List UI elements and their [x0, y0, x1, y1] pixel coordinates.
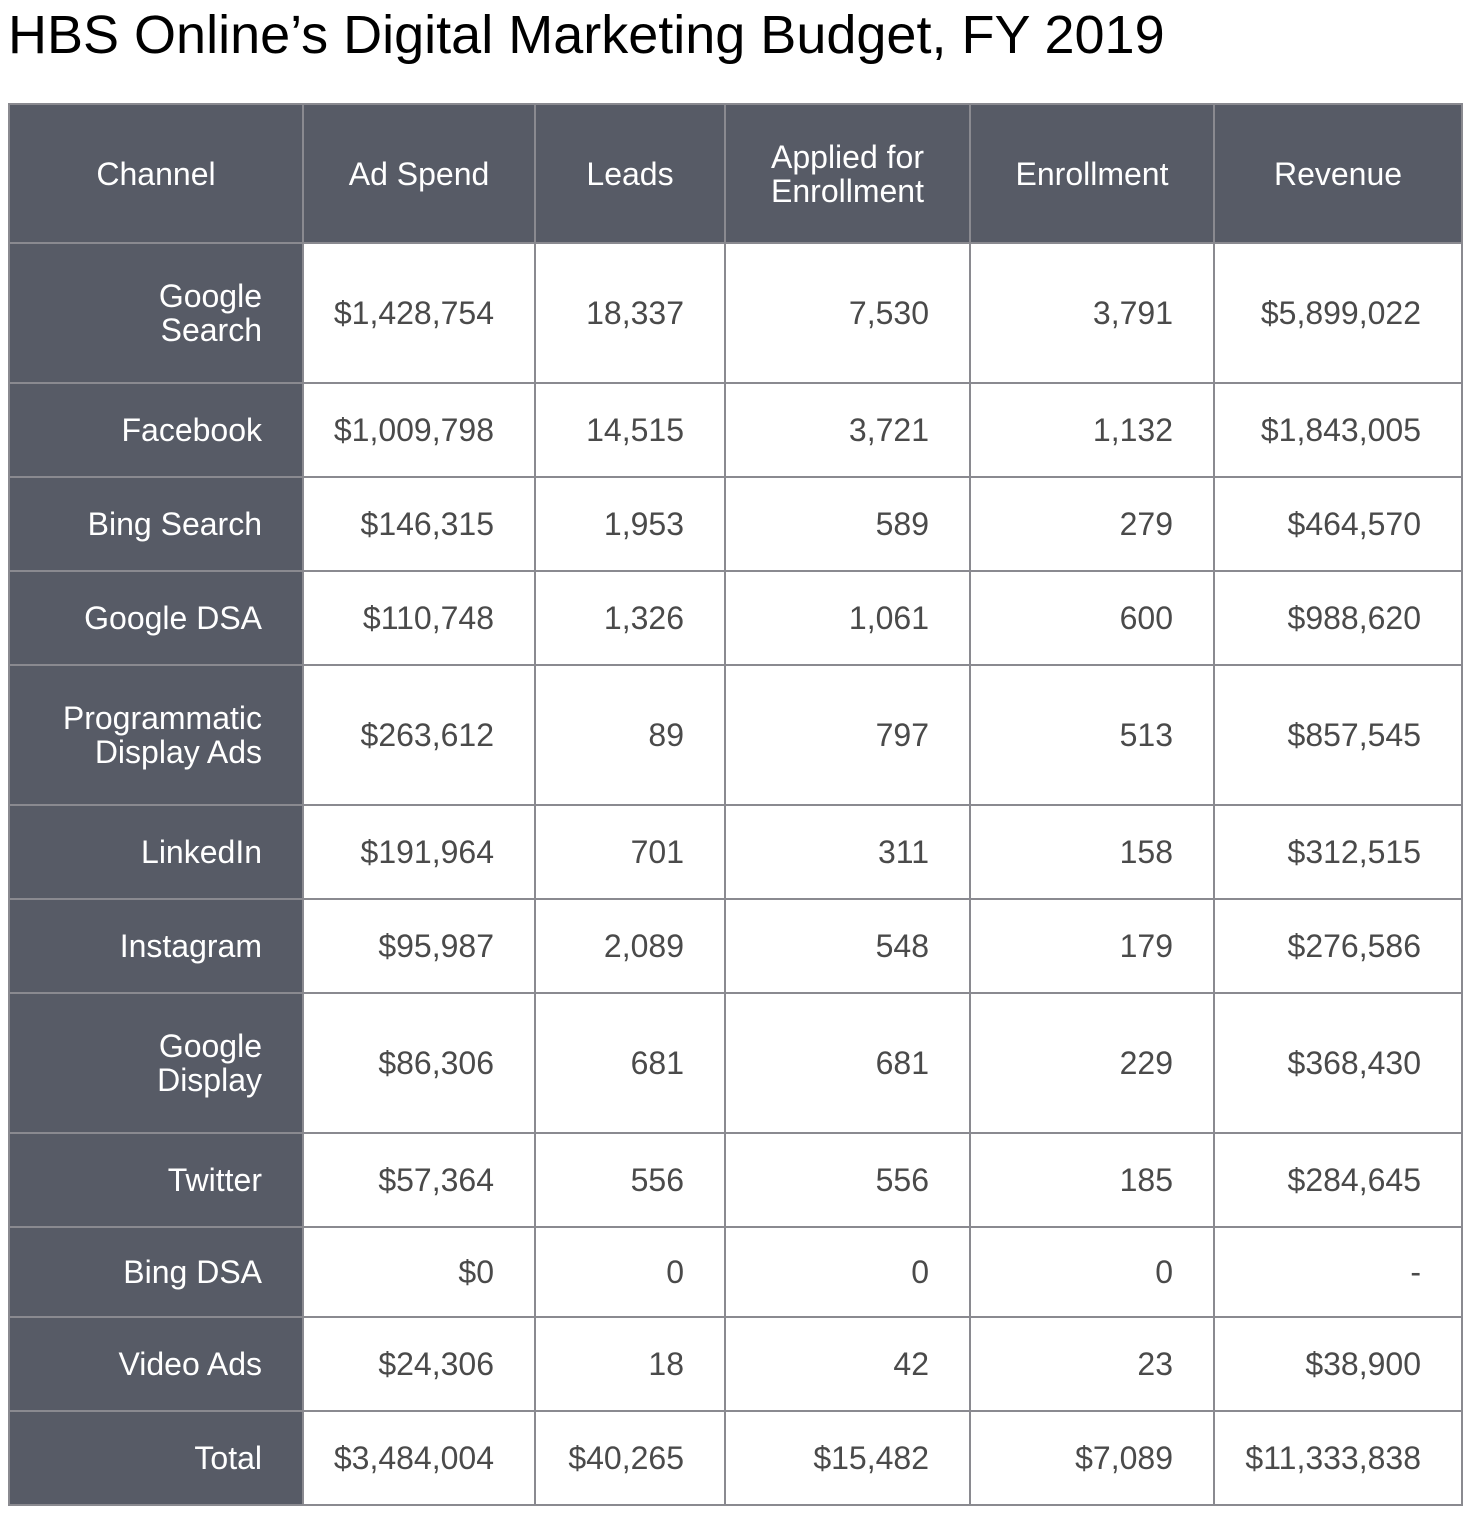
- table-row: Facebook $1,009,798 14,515 3,721 1,132 $…: [8, 382, 1463, 478]
- table-total-row: Total $3,484,004 $40,265 $15,482 $7,089 …: [8, 1410, 1463, 1506]
- table-row: Instagram $95,987 2,089 548 179 $276,586: [8, 898, 1463, 994]
- header-revenue: Revenue: [1213, 103, 1463, 244]
- cell-applied: 797: [724, 664, 971, 806]
- cell-enrollment: 513: [969, 664, 1215, 806]
- cell-ad-spend: $263,612: [302, 664, 536, 806]
- cell-revenue: $1,843,005: [1213, 382, 1463, 478]
- row-header-channel: Google Display: [8, 992, 304, 1134]
- cell-enrollment: 158: [969, 804, 1215, 900]
- cell-ad-spend: $0: [302, 1226, 536, 1318]
- cell-revenue: $276,586: [1213, 898, 1463, 994]
- cell-leads: 556: [534, 1132, 726, 1228]
- row-header-channel: Google Search: [8, 242, 304, 384]
- header-ad-spend: Ad Spend: [302, 103, 536, 244]
- channel-label: Google Display: [157, 1028, 262, 1098]
- table-row: Bing DSA $0 0 0 0 -: [8, 1226, 1463, 1318]
- cell-ad-spend: $95,987: [302, 898, 536, 994]
- cell-leads: 701: [534, 804, 726, 900]
- header-channel: Channel: [8, 103, 304, 244]
- cell-applied: 3,721: [724, 382, 971, 478]
- cell-ad-spend: $110,748: [302, 570, 536, 666]
- row-header-channel: Bing Search: [8, 476, 304, 572]
- cell-enrollment: 3,791: [969, 242, 1215, 384]
- cell-enrollment: 179: [969, 898, 1215, 994]
- cell-applied: 681: [724, 992, 971, 1134]
- cell-leads: $40,265: [534, 1410, 726, 1506]
- cell-revenue: $857,545: [1213, 664, 1463, 806]
- cell-leads: 14,515: [534, 382, 726, 478]
- cell-revenue: -: [1213, 1226, 1463, 1318]
- cell-ad-spend: $3,484,004: [302, 1410, 536, 1506]
- cell-leads: 0: [534, 1226, 726, 1318]
- table-row: Programmatic Display Ads $263,612 89 797…: [8, 664, 1463, 806]
- cell-leads: 1,326: [534, 570, 726, 666]
- row-header-channel: Video Ads: [8, 1316, 304, 1412]
- channel-label: Google Search: [158, 278, 262, 348]
- cell-revenue: $38,900: [1213, 1316, 1463, 1412]
- cell-revenue: $368,430: [1213, 992, 1463, 1134]
- cell-applied: 0: [724, 1226, 971, 1318]
- header-leads: Leads: [534, 103, 726, 244]
- cell-enrollment: 0: [969, 1226, 1215, 1318]
- cell-ad-spend: $86,306: [302, 992, 536, 1134]
- row-header-channel: Facebook: [8, 382, 304, 478]
- cell-ad-spend: $191,964: [302, 804, 536, 900]
- table-row: Google DSA $110,748 1,326 1,061 600 $988…: [8, 570, 1463, 666]
- cell-leads: 89: [534, 664, 726, 806]
- cell-ad-spend: $24,306: [302, 1316, 536, 1412]
- cell-enrollment: 600: [969, 570, 1215, 666]
- cell-leads: 18: [534, 1316, 726, 1412]
- cell-revenue: $312,515: [1213, 804, 1463, 900]
- cell-leads: 18,337: [534, 242, 726, 384]
- row-header-channel: Google DSA: [8, 570, 304, 666]
- row-header-channel: Twitter: [8, 1132, 304, 1228]
- header-applied-for-enrollment: Applied for Enrollment: [724, 103, 971, 244]
- table-row: Google Display $86,306 681 681 229 $368,…: [8, 992, 1463, 1134]
- cell-enrollment: 1,132: [969, 382, 1215, 478]
- row-header-channel: Bing DSA: [8, 1226, 304, 1318]
- cell-enrollment: 279: [969, 476, 1215, 572]
- cell-applied: 548: [724, 898, 971, 994]
- cell-applied: 556: [724, 1132, 971, 1228]
- cell-applied: 1,061: [724, 570, 971, 666]
- cell-revenue: $5,899,022: [1213, 242, 1463, 384]
- cell-applied: $15,482: [724, 1410, 971, 1506]
- cell-enrollment: $7,089: [969, 1410, 1215, 1506]
- cell-enrollment: 23: [969, 1316, 1215, 1412]
- row-header-channel: Programmatic Display Ads: [8, 664, 304, 806]
- cell-ad-spend: $1,009,798: [302, 382, 536, 478]
- cell-revenue: $11,333,838: [1213, 1410, 1463, 1506]
- table-row: Google Search $1,428,754 18,337 7,530 3,…: [8, 242, 1463, 384]
- row-header-channel: Instagram: [8, 898, 304, 994]
- table-row: LinkedIn $191,964 701 311 158 $312,515: [8, 804, 1463, 900]
- header-applied-label: Applied for Enrollment: [771, 138, 924, 209]
- cell-leads: 2,089: [534, 898, 726, 994]
- cell-leads: 1,953: [534, 476, 726, 572]
- cell-applied: 7,530: [724, 242, 971, 384]
- cell-enrollment: 185: [969, 1132, 1215, 1228]
- page-title: HBS Online’s Digital Marketing Budget, F…: [8, 5, 1165, 65]
- cell-applied: 42: [724, 1316, 971, 1412]
- channel-label: Programmatic Display Ads: [62, 700, 262, 770]
- header-row: Channel Ad Spend Leads Applied for Enrol…: [8, 103, 1463, 244]
- table-row: Video Ads $24,306 18 42 23 $38,900: [8, 1316, 1463, 1412]
- cell-enrollment: 229: [969, 992, 1215, 1134]
- cell-revenue: $284,645: [1213, 1132, 1463, 1228]
- table-row: Twitter $57,364 556 556 185 $284,645: [8, 1132, 1463, 1228]
- row-header-channel: Total: [8, 1410, 304, 1506]
- cell-ad-spend: $1,428,754: [302, 242, 536, 384]
- cell-leads: 681: [534, 992, 726, 1134]
- marketing-budget-table: Channel Ad Spend Leads Applied for Enrol…: [8, 103, 1463, 1506]
- table-row: Bing Search $146,315 1,953 589 279 $464,…: [8, 476, 1463, 572]
- cell-ad-spend: $57,364: [302, 1132, 536, 1228]
- cell-ad-spend: $146,315: [302, 476, 536, 572]
- row-header-channel: LinkedIn: [8, 804, 304, 900]
- cell-applied: 589: [724, 476, 971, 572]
- cell-revenue: $988,620: [1213, 570, 1463, 666]
- header-enrollment: Enrollment: [969, 103, 1215, 244]
- cell-applied: 311: [724, 804, 971, 900]
- cell-revenue: $464,570: [1213, 476, 1463, 572]
